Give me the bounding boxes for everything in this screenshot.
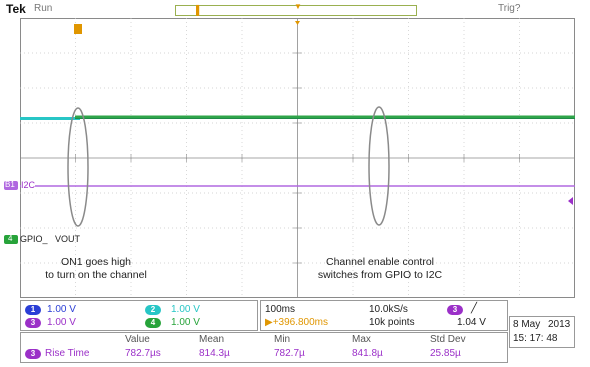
ch3-ref-label: B1 — [5, 180, 15, 189]
trigger-marker-icon — [295, 21, 300, 25]
ch4-scale: 1.00 V — [171, 317, 200, 328]
measurement-label: Rise Time — [45, 348, 90, 359]
acquisition-state: Run — [34, 3, 53, 14]
header-max: Max — [352, 334, 371, 345]
measurement-value: 782.7µs — [125, 348, 161, 359]
i2c-label: I2C — [21, 180, 36, 190]
header-mean: Mean — [199, 334, 225, 345]
timebase-box[interactable]: 100ms 10.0kS/s ▶+396.800ms 10k points 3 … — [260, 300, 508, 331]
trigger-slope-icon: ╱ — [471, 303, 478, 314]
measurement-max: 841.8µ — [352, 348, 383, 359]
measurement-min: 782.7µ — [274, 348, 305, 359]
ch3-ref-marker[interactable]: B1 — [4, 180, 18, 190]
ch1-timing-marker-icon — [74, 24, 82, 34]
header-min: Min — [274, 334, 291, 345]
record-length: 10k points — [369, 317, 415, 328]
horizontal-delay: ▶+396.800ms — [265, 317, 329, 328]
readout-panel: 1 1.00 V 2 1.00 V 3 1.00 V 4 1.00 V 100m… — [20, 300, 575, 364]
ch3-scale: 1.00 V — [47, 317, 76, 328]
ch1-scale: 1.00 V — [47, 304, 76, 315]
center-axes — [20, 18, 575, 298]
measurement-box[interactable]: Value Mean Min Max Std Dev 3 Rise Time 7… — [20, 332, 508, 363]
gpio-label: GPIO_ — [20, 234, 48, 244]
top-status-bar: Tek Run ▌ ▼ Trig? — [0, 0, 590, 18]
ch2-scale: 1.00 V — [171, 304, 200, 315]
graticule[interactable] — [20, 18, 575, 298]
time-per-div: 100ms — [265, 304, 296, 315]
trigger-position-icon: ▼ — [294, 2, 302, 11]
measurement-mean: 814.3µ — [199, 348, 230, 359]
header-std-dev: Std Dev — [430, 334, 466, 345]
highlight-ellipse-left — [67, 107, 89, 227]
trigger-status: Trig? — [498, 3, 521, 14]
ch3-right-marker-icon — [568, 197, 573, 205]
annotation-right: Channel enable control switches from GPI… — [300, 256, 460, 282]
annotation-right-line2: switches from GPIO to I2C — [317, 269, 443, 281]
date-text: 8 May — [513, 319, 541, 330]
brand-logo: Tek — [6, 2, 26, 16]
record-position-icon: ▌ — [196, 5, 203, 15]
trigger-level: 1.04 V — [457, 317, 486, 328]
measurement-std-dev: 25.85µ — [430, 348, 461, 359]
annotation-left-line2: to turn on the channel — [45, 269, 147, 281]
sample-rate: 10.0kS/s — [369, 304, 408, 315]
year-text: 2013 — [548, 319, 571, 330]
annotation-left-line1: ON1 goes high — [60, 256, 132, 268]
annotation-left: ON1 goes high to turn on the channel — [32, 256, 160, 282]
vout-label: VOUT — [55, 234, 81, 244]
datetime-box: 8 May 2013 15: 17: 48 — [509, 316, 575, 348]
highlight-ellipse-right — [368, 106, 390, 226]
ch4-badge[interactable]: 4 — [145, 318, 161, 328]
ch3-badge[interactable]: 3 — [25, 318, 41, 328]
ch4-ref-marker[interactable]: 4 — [4, 234, 18, 244]
record-view-indicator — [175, 5, 417, 16]
ch4-ref-label: 4 — [8, 234, 13, 243]
axis-ticks — [75, 52, 520, 264]
ch2-badge[interactable]: 2 — [145, 305, 161, 315]
time-text: 15: 17: 48 — [513, 333, 558, 344]
ch1-badge[interactable]: 1 — [25, 305, 41, 315]
channel-scale-box[interactable]: 1 1.00 V 2 1.00 V 3 1.00 V 4 1.00 V — [20, 300, 258, 331]
header-value: Value — [125, 334, 150, 345]
trigger-source-badge[interactable]: 3 — [447, 305, 463, 315]
measurement-source-badge[interactable]: 3 — [25, 349, 41, 359]
annotation-right-line1: Channel enable control — [326, 256, 434, 268]
